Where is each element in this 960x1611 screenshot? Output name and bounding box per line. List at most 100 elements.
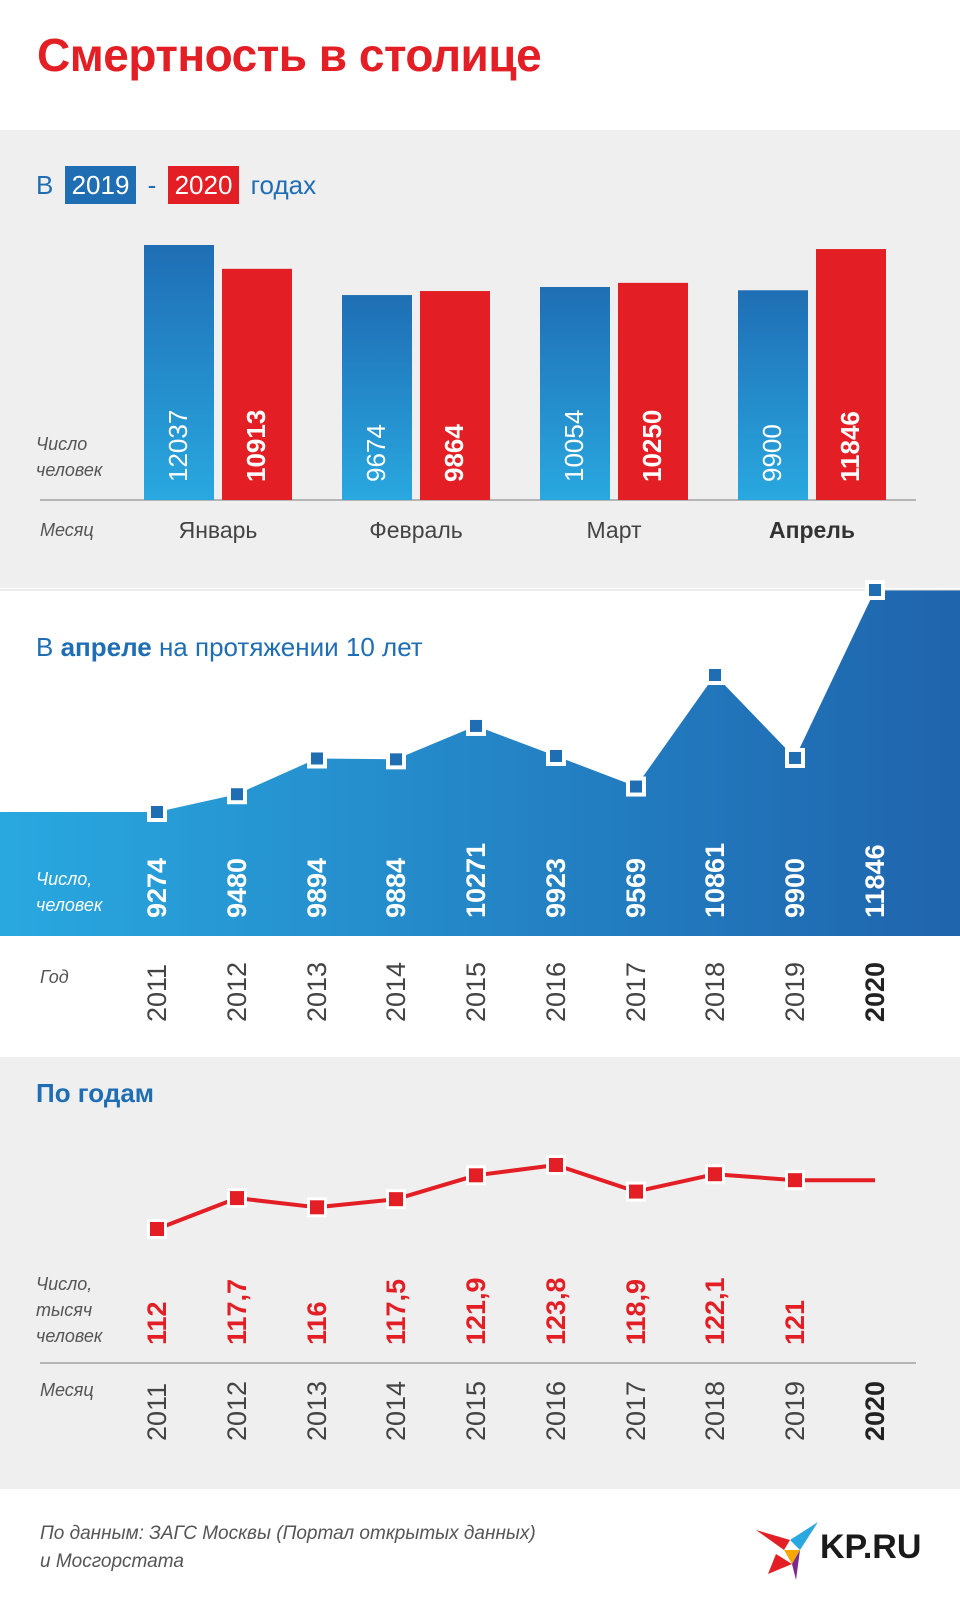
line-year-2012: 2012 — [222, 1381, 252, 1441]
area-value-2016: 9923 — [541, 858, 571, 918]
area-marker-2014 — [390, 753, 402, 766]
source-note: По данным: ЗАГС Москвы (Портал открытых … — [40, 1520, 536, 1576]
line-chart-title: По годам — [36, 1078, 155, 1108]
bar-value-label-1: Число — [36, 434, 87, 454]
page-title: Смертность в столице — [37, 29, 542, 81]
bar-label-2019-1: 9674 — [361, 424, 391, 482]
line-year-2015: 2015 — [461, 1381, 491, 1441]
area-chart-title-bold: апреле — [60, 632, 152, 662]
line-year-2016: 2016 — [541, 1381, 571, 1441]
bar-category-label-3: Апрель — [769, 517, 855, 543]
bar-2020-0 — [222, 268, 292, 500]
line-value-2014: 117,5 — [381, 1279, 411, 1345]
bar-value-label-2: человек — [36, 460, 104, 480]
bar-category-label-2: Март — [586, 517, 641, 543]
line-year-2020: 2020 — [860, 1381, 890, 1441]
area-marker-2012 — [231, 788, 243, 801]
area-marker-2015 — [470, 719, 482, 732]
area-value-2018: 10861 — [700, 843, 730, 918]
bar-2019-0 — [144, 245, 214, 500]
area-year-2017: 2017 — [621, 962, 651, 1022]
area-year-2019: 2019 — [780, 962, 810, 1022]
line-value-2015: 121,9 — [461, 1277, 491, 1345]
area-marker-2018 — [709, 669, 721, 682]
line-value-label-3: человек — [36, 1326, 104, 1346]
line-axis-label: Месяц — [40, 1380, 94, 1400]
line-value-2013: 116 — [302, 1301, 332, 1345]
line-value-2012: 117,7 — [222, 1279, 252, 1345]
bar-chart-title-prefix: В — [36, 170, 54, 200]
line-year-2013: 2013 — [302, 1381, 332, 1441]
line-value-2018: 122,1 — [700, 1277, 730, 1345]
line-year-2018: 2018 — [700, 1381, 730, 1441]
line-marker-2014 — [389, 1192, 403, 1207]
line-marker-2017 — [629, 1184, 643, 1199]
area-value-2017: 9569 — [621, 858, 651, 918]
line-year-2017: 2017 — [621, 1381, 651, 1441]
source-line-2: и Мосгорстата — [40, 1551, 184, 1572]
area-value-2014: 9884 — [381, 858, 411, 918]
line-marker-2013 — [310, 1200, 324, 1215]
area-chart-title: В апреле на протяжении 10 лет — [36, 632, 423, 663]
line-year-2011: 2011 — [142, 1383, 172, 1441]
area-year-2020: 2020 — [860, 962, 890, 1022]
area-marker-2020 — [869, 584, 881, 596]
area-value-2013: 9894 — [302, 858, 332, 918]
swallow-logo-icon — [756, 1522, 818, 1580]
bar-2020-2 — [618, 282, 688, 500]
bar-label-2019-0: 12037 — [163, 410, 193, 482]
area-markers-group: 9274 2011 9480 2012 9894 2013 9884 2014 10271 201… — [142, 580, 890, 1022]
bar-2019-3 — [738, 290, 808, 500]
line-marker-2012 — [230, 1191, 244, 1206]
area-value-2011: 9274 — [142, 858, 172, 918]
area-chart-title-suffix: на протяжении 10 лет — [158, 632, 423, 662]
line-chart-panel — [0, 1057, 960, 1489]
bar-label-2020-3: 11846 — [835, 411, 865, 482]
area-value-2015: 10271 — [461, 843, 491, 918]
line-marker-2016 — [549, 1158, 563, 1172]
bar-category-label-1: Февраль — [369, 517, 462, 543]
area-year-2011: 2011 — [142, 964, 172, 1022]
bar-category-label-0: Январь — [179, 517, 258, 543]
bar-label-2020-1: 9864 — [439, 424, 469, 482]
area-marker-2019 — [789, 751, 801, 764]
bar-axis-label: Месяц — [40, 520, 94, 540]
title-dash: - — [147, 170, 157, 200]
line-marker-2015 — [469, 1168, 483, 1183]
line-marker-2019 — [788, 1173, 802, 1188]
line-value-label-2: тысяч — [36, 1300, 92, 1320]
area-year-2016: 2016 — [541, 962, 571, 1022]
line-year-2014: 2014 — [381, 1381, 411, 1441]
bar-label-2019-2: 10054 — [559, 410, 589, 482]
year-2019-badge: 2019 — [64, 166, 137, 204]
source-line-1: По данным: ЗАГС Москвы (Портал открытых … — [40, 1523, 536, 1544]
area-marker-2017 — [630, 780, 642, 793]
line-value-2011: 112 — [142, 1301, 172, 1345]
line-value-2019: 121 — [780, 1300, 810, 1345]
area-axis-label: Год — [40, 967, 69, 987]
bar-label-2020-2: 10250 — [637, 410, 667, 482]
bar-series-group: 12037 10913 Январь 9674 9864 Февраль 10054 1025… — [144, 245, 886, 543]
bar-chart-title: В 2019 - 2020 годах — [36, 166, 316, 204]
line-marker-2011 — [150, 1222, 164, 1236]
area-value-label-1: Число, — [36, 869, 92, 889]
line-value-label-1: Число, — [36, 1274, 92, 1294]
area-year-2013: 2013 — [302, 962, 332, 1022]
line-value-2017: 118,9 — [621, 1279, 651, 1345]
line-markers-group: 112 2011 117,7 2012 116 2013 117,5 2014 121,9 201… — [142, 1155, 890, 1441]
bar-label-2019-3: 9900 — [757, 424, 787, 482]
area-chart-title-prefix: В — [36, 632, 54, 662]
area-year-2014: 2014 — [381, 962, 411, 1022]
bar-chart-title-suffix: годах — [250, 170, 317, 200]
kp-ru-logo: KP.RU — [820, 1528, 922, 1566]
line-value-2016: 123,8 — [541, 1277, 571, 1345]
bar-label-2020-0: 10913 — [241, 410, 271, 482]
bar-2019-1 — [342, 295, 412, 500]
area-marker-2011 — [151, 806, 163, 818]
year-2020-badge: 2020 — [167, 166, 240, 204]
area-value-label-2: человек — [36, 895, 104, 915]
area-value-2019: 9900 — [780, 858, 810, 918]
line-marker-2018 — [708, 1167, 722, 1182]
area-marker-2013 — [311, 752, 323, 765]
